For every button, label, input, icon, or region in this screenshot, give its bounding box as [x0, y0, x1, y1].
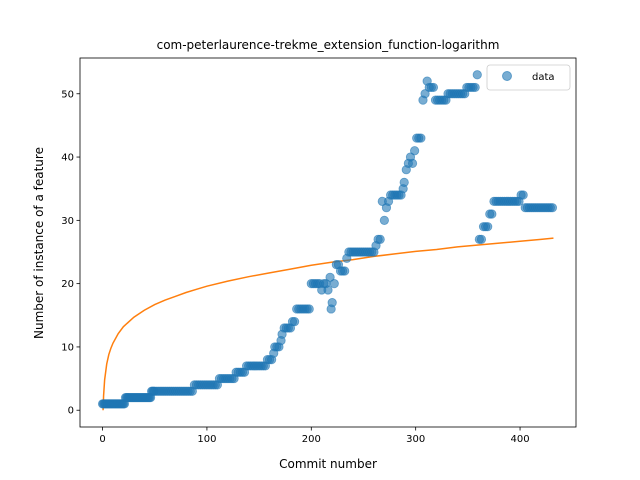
chart-title: com-peterlaurence-trekme_extension_funct…: [157, 38, 500, 52]
legend-marker-data: [502, 71, 512, 81]
x-axis: 0 100 200 300 400: [99, 427, 530, 445]
fit-line: [102, 237, 554, 411]
y-tick-label: 10: [61, 342, 74, 353]
plot-area: [97, 70, 558, 411]
x-axis-label: Commit number: [279, 457, 377, 471]
y-axis-label: Number of instance of a feature: [32, 147, 46, 339]
data-point: [420, 89, 430, 99]
data-point: [428, 82, 439, 93]
data-point: [416, 133, 426, 143]
data-point: [340, 266, 350, 276]
y-tick-label: 0: [68, 406, 74, 417]
data-point: [399, 177, 409, 187]
x-tick-label: 200: [302, 434, 321, 445]
data-point: [547, 203, 558, 213]
plot-frame: [79, 57, 577, 428]
data-point: [470, 82, 480, 93]
x-tick-label: 300: [406, 434, 425, 445]
data-point: [329, 279, 339, 289]
x-tick-label: 400: [511, 434, 530, 445]
y-tick-label: 40: [61, 153, 74, 164]
data-point: [472, 70, 482, 80]
legend-label-data: data: [532, 72, 555, 83]
data-point: [407, 158, 418, 168]
legend: data: [486, 64, 571, 91]
y-axis: 0 10 20 30 40 50: [61, 89, 80, 417]
x-tick-label: 100: [197, 434, 216, 445]
y-tick-label: 30: [61, 216, 74, 227]
data-point: [289, 317, 300, 327]
data-point: [325, 272, 335, 282]
data-point: [304, 304, 314, 314]
data-point: [476, 234, 487, 244]
data-point: [379, 215, 389, 225]
data-point: [487, 209, 497, 219]
data-point: [323, 285, 333, 295]
data-point: [327, 298, 337, 308]
y-tick-label: 20: [61, 279, 74, 290]
legend-box: [486, 64, 571, 91]
data-point: [483, 222, 493, 232]
data-point: [375, 234, 385, 244]
data-point: [410, 146, 420, 156]
x-tick-label: 0: [99, 434, 105, 445]
data-point: [518, 190, 528, 200]
y-tick-label: 50: [61, 89, 74, 100]
